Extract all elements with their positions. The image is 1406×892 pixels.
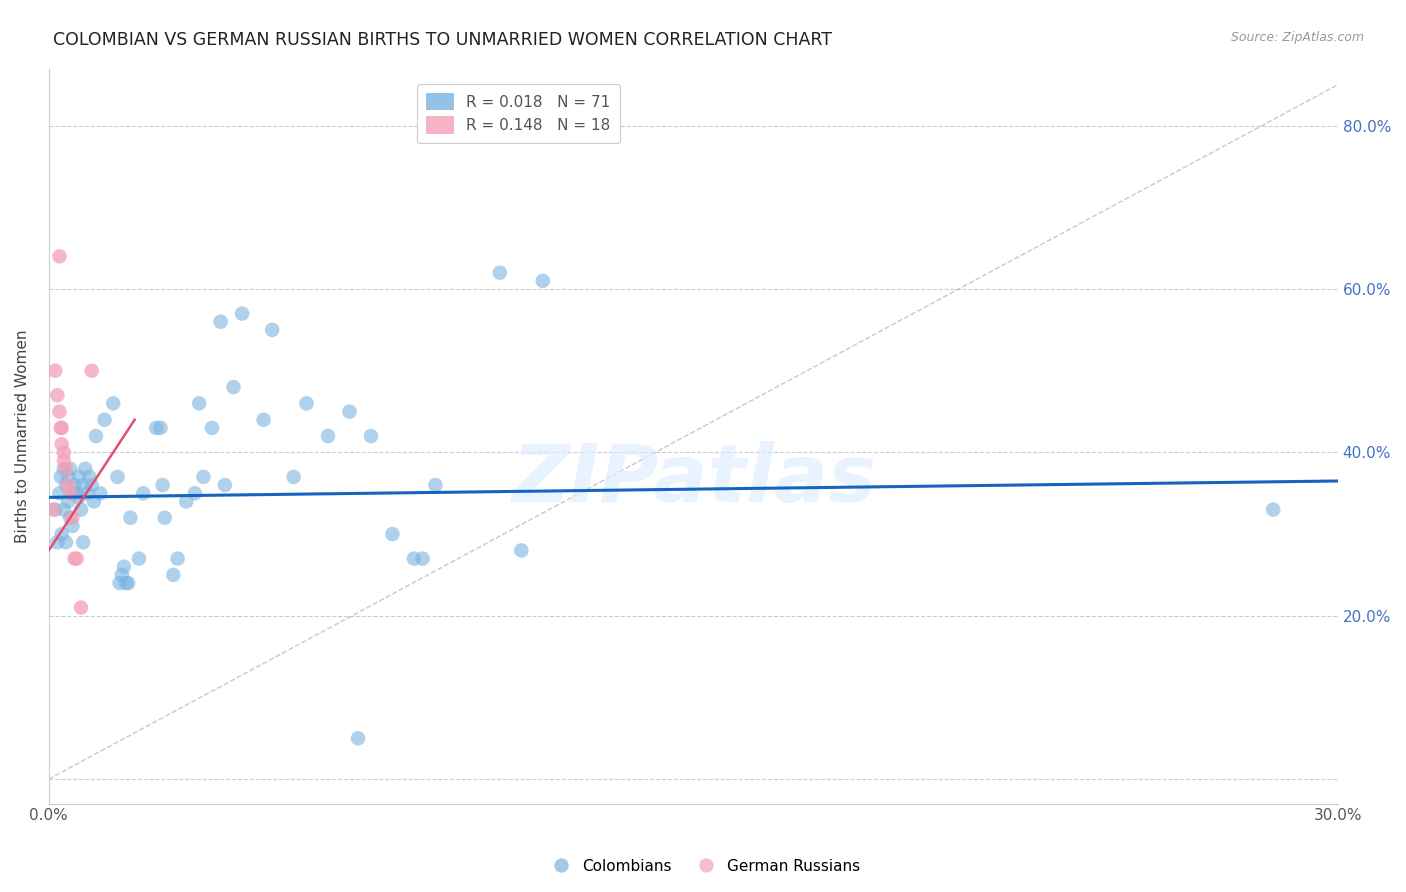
- Point: [360, 429, 382, 443]
- Point: [381, 527, 404, 541]
- Point: [51, 527, 73, 541]
- Point: [44, 364, 66, 378]
- Point: [60, 510, 83, 524]
- Point: [425, 478, 447, 492]
- Point: [112, 559, 135, 574]
- Point: [152, 478, 174, 492]
- Point: [56, 494, 79, 508]
- Point: [1263, 502, 1285, 516]
- Point: [46, 535, 69, 549]
- Point: [72, 535, 94, 549]
- Point: [56, 478, 79, 492]
- Point: [59, 486, 82, 500]
- Point: [153, 510, 176, 524]
- Text: ZIPatlas: ZIPatlas: [510, 442, 876, 519]
- Point: [174, 494, 197, 508]
- Point: [252, 413, 274, 427]
- Point: [316, 429, 339, 443]
- Point: [184, 486, 207, 500]
- Point: [166, 551, 188, 566]
- Point: [117, 576, 139, 591]
- Point: [209, 315, 232, 329]
- Point: [347, 731, 370, 746]
- Point: [89, 486, 111, 500]
- Point: [222, 380, 245, 394]
- Legend: R = 0.018   N = 71, R = 0.148   N = 18: R = 0.018 N = 71, R = 0.148 N = 18: [418, 84, 620, 144]
- Point: [70, 600, 93, 615]
- Point: [51, 437, 73, 451]
- Point: [510, 543, 533, 558]
- Point: [412, 551, 434, 566]
- Point: [49, 421, 72, 435]
- Point: [120, 510, 142, 524]
- Point: [115, 576, 138, 591]
- Point: [83, 494, 105, 508]
- Point: [531, 274, 554, 288]
- Point: [59, 461, 82, 475]
- Point: [84, 429, 107, 443]
- Point: [128, 551, 150, 566]
- Point: [201, 421, 224, 435]
- Point: [70, 502, 93, 516]
- Point: [67, 491, 90, 505]
- Point: [107, 470, 129, 484]
- Point: [93, 413, 115, 427]
- Point: [72, 478, 94, 492]
- Point: [149, 421, 172, 435]
- Point: [63, 551, 86, 566]
- Point: [145, 421, 167, 435]
- Point: [193, 470, 215, 484]
- Point: [52, 445, 75, 459]
- Point: [60, 486, 83, 500]
- Point: [188, 396, 211, 410]
- Point: [111, 568, 134, 582]
- Point: [48, 404, 70, 418]
- Point: [108, 576, 131, 591]
- Point: [48, 249, 70, 263]
- Y-axis label: Births to Unmarried Women: Births to Unmarried Women: [15, 329, 30, 543]
- Point: [51, 421, 73, 435]
- Point: [52, 461, 75, 475]
- Point: [339, 404, 361, 418]
- Point: [402, 551, 425, 566]
- Point: [231, 307, 253, 321]
- Point: [489, 266, 512, 280]
- Point: [55, 461, 77, 475]
- Point: [49, 470, 72, 484]
- Point: [132, 486, 155, 500]
- Point: [79, 470, 101, 484]
- Point: [52, 453, 75, 467]
- Point: [214, 478, 236, 492]
- Point: [66, 551, 89, 566]
- Point: [262, 323, 284, 337]
- Point: [283, 470, 305, 484]
- Point: [162, 568, 184, 582]
- Point: [56, 470, 79, 484]
- Point: [103, 396, 125, 410]
- Point: [59, 510, 82, 524]
- Point: [42, 502, 65, 516]
- Point: [52, 502, 75, 516]
- Point: [75, 461, 97, 475]
- Text: COLOMBIAN VS GERMAN RUSSIAN BIRTHS TO UNMARRIED WOMEN CORRELATION CHART: COLOMBIAN VS GERMAN RUSSIAN BIRTHS TO UN…: [53, 31, 832, 49]
- Point: [80, 364, 103, 378]
- Point: [80, 478, 103, 492]
- Point: [55, 535, 77, 549]
- Point: [295, 396, 318, 410]
- Point: [46, 388, 69, 402]
- Point: [66, 486, 89, 500]
- Point: [63, 478, 86, 492]
- Point: [60, 519, 83, 533]
- Legend: Colombians, German Russians: Colombians, German Russians: [540, 853, 866, 880]
- Point: [44, 502, 66, 516]
- Point: [55, 478, 77, 492]
- Point: [67, 470, 90, 484]
- Text: Source: ZipAtlas.com: Source: ZipAtlas.com: [1230, 31, 1364, 45]
- Point: [76, 486, 98, 500]
- Point: [48, 486, 70, 500]
